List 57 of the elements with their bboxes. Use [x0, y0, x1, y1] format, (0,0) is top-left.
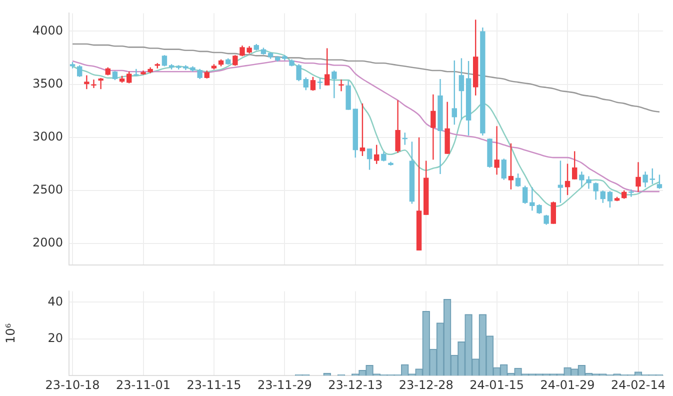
- candlestick: [332, 70, 337, 99]
- candlestick: [501, 158, 506, 180]
- candlestick: [656, 174, 662, 190]
- candlestick: [508, 142, 514, 190]
- candlestick: [642, 170, 648, 188]
- candlestick: [84, 74, 90, 90]
- candlestick: [317, 78, 323, 90]
- x-tick-label: 24-02-14: [611, 378, 666, 392]
- y-tick-label: 20: [48, 331, 63, 346]
- candlestick: [515, 172, 521, 188]
- candlestick: [452, 60, 457, 126]
- candlestick: [310, 76, 316, 92]
- candlestick: [324, 48, 330, 86]
- candlestick: [572, 150, 578, 180]
- candlestick: [430, 94, 436, 160]
- line-series: [72, 43, 660, 113]
- candlestick: [360, 102, 366, 157]
- candlestick: [558, 160, 564, 204]
- candlestick: [593, 182, 598, 200]
- candlestick: [564, 163, 570, 196]
- candlestick: [134, 68, 139, 76]
- x-tick-label: 23-11-01: [116, 378, 170, 392]
- y-tick-label: 4000: [32, 23, 63, 38]
- candlestick: [636, 162, 641, 192]
- candlestick: [112, 70, 118, 81]
- x-tick-label: 23-11-29: [257, 378, 312, 392]
- line-series: [72, 60, 660, 192]
- y-tick-label: 40: [48, 294, 63, 308]
- candlestick: [98, 77, 104, 90]
- y-tick-label: 2500: [32, 182, 63, 197]
- candlestick: [544, 214, 549, 226]
- candlestick: [600, 190, 606, 204]
- x-tick-label: 23-12-13: [328, 378, 383, 392]
- x-tick-label: 23-12-28: [398, 378, 454, 392]
- candlestick: [494, 126, 500, 176]
- y-tick-label: 3000: [32, 130, 63, 144]
- candlestick: [522, 185, 528, 204]
- candlestick: [232, 54, 238, 66]
- candlestick: [374, 144, 380, 165]
- y-axis-title: 10⁶: [3, 323, 18, 344]
- x-tick-label: 24-01-15: [470, 378, 524, 392]
- candlestick: [550, 201, 556, 224]
- candlestick: [303, 76, 308, 91]
- candlestick: [162, 54, 168, 67]
- candlestick: [458, 58, 464, 120]
- candlestick: [77, 64, 82, 78]
- candlestick: [366, 148, 372, 170]
- candlestick: [126, 70, 132, 84]
- candlestick: [607, 190, 613, 208]
- x-tick-label: 23-10-18: [45, 378, 100, 392]
- y-tick-label: 3500: [32, 76, 63, 90]
- x-tick-label: 24-01-29: [540, 378, 595, 392]
- x-tick-label: 23-11-15: [186, 378, 242, 392]
- candlestick: [650, 168, 655, 185]
- candlestick: [381, 151, 386, 162]
- y-tick-label: 2000: [32, 236, 63, 250]
- candlestick: [395, 100, 400, 154]
